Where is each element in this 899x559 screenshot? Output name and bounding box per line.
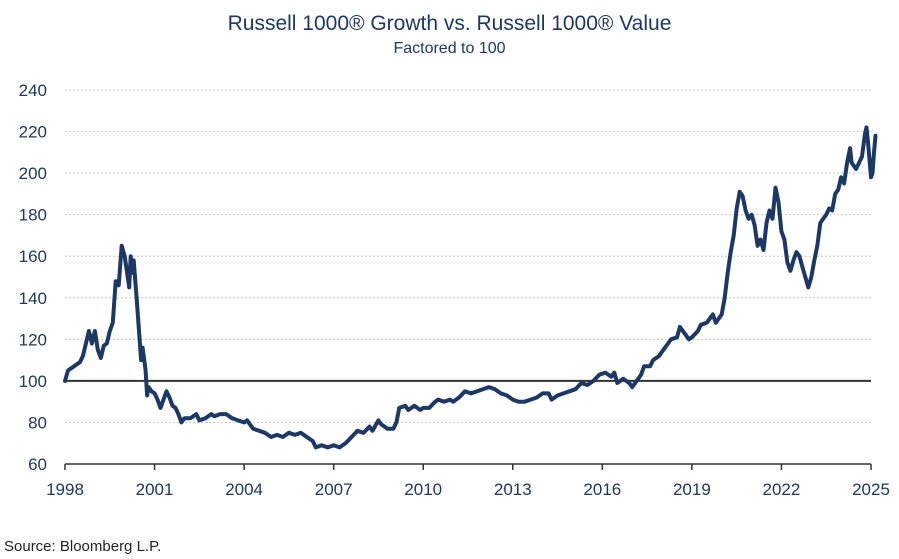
x-tick-label-2013: 2013 bbox=[494, 480, 532, 499]
y-tick-label-140: 140 bbox=[19, 289, 47, 308]
y-tick-label-240: 240 bbox=[19, 81, 47, 100]
x-tick-label-1998: 1998 bbox=[46, 480, 84, 499]
series-line-0 bbox=[63, 125, 878, 450]
y-tick-label-100: 100 bbox=[19, 372, 47, 391]
y-tick-label-180: 180 bbox=[19, 206, 47, 225]
y-tick-label-220: 220 bbox=[19, 123, 47, 142]
x-tick-label-2007: 2007 bbox=[315, 480, 353, 499]
y-tick-label-120: 120 bbox=[19, 330, 47, 349]
x-tick-label-2004: 2004 bbox=[225, 480, 263, 499]
x-tick-label-2022: 2022 bbox=[763, 480, 801, 499]
y-tick-label-160: 160 bbox=[19, 247, 47, 266]
x-tick-label-2016: 2016 bbox=[583, 480, 621, 499]
y-tick-label-60: 60 bbox=[28, 455, 47, 474]
x-tick-label-2019: 2019 bbox=[673, 480, 711, 499]
chart-subtitle: Factored to 100 bbox=[393, 40, 506, 57]
x-tick-label-2001: 2001 bbox=[136, 480, 174, 499]
chart-title: Russell 1000® Growth vs. Russell 1000® V… bbox=[227, 12, 672, 35]
y-tick-label-200: 200 bbox=[19, 164, 47, 183]
y-tick-label-80: 80 bbox=[28, 413, 47, 432]
x-tick-label-2025: 2025 bbox=[852, 480, 890, 499]
source-note: Source: Bloomberg L.P. bbox=[4, 538, 162, 555]
x-tick-label-2010: 2010 bbox=[404, 480, 442, 499]
